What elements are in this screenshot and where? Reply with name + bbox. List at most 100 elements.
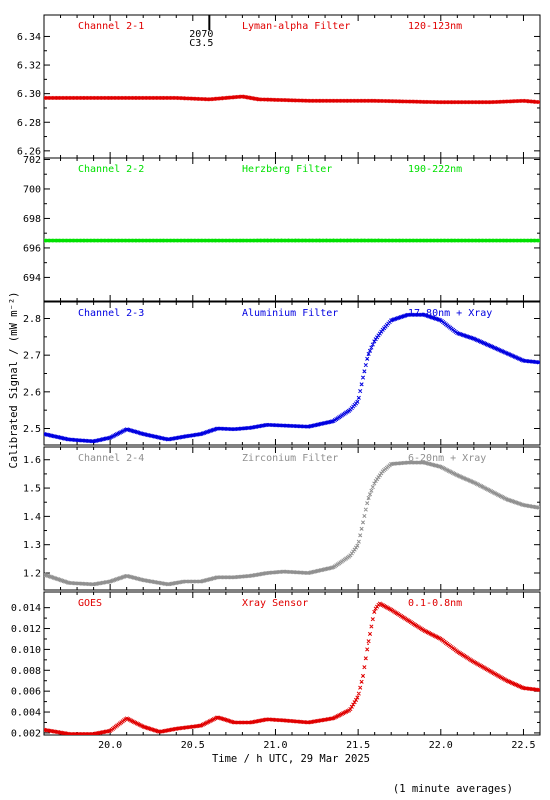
event-marker-label-2: C3.5 xyxy=(189,38,213,49)
data-point xyxy=(349,555,351,557)
data-point xyxy=(109,436,111,439)
series-markers xyxy=(44,460,540,587)
data-point xyxy=(522,504,525,506)
data-point xyxy=(362,521,364,523)
data-point xyxy=(125,717,128,720)
data-point xyxy=(473,661,475,663)
data-point xyxy=(192,725,194,728)
data-point xyxy=(307,425,310,428)
y-tick-label: 2.5 xyxy=(23,424,41,435)
x-tick-label: 21.5 xyxy=(346,740,370,751)
data-point xyxy=(539,239,540,242)
x-axis-label: Time / h UTC, 29 Mar 2025 xyxy=(212,753,370,765)
panel-frame xyxy=(43,157,541,302)
data-point xyxy=(44,433,45,435)
data-point xyxy=(200,724,202,727)
data-point xyxy=(192,239,194,242)
data-point xyxy=(125,575,128,577)
data-point xyxy=(357,695,359,698)
data-point xyxy=(539,101,540,104)
x-tick-label: 21.0 xyxy=(263,740,287,751)
panel-channel-label: Channel 2-3 xyxy=(78,308,144,319)
data-point xyxy=(357,400,359,402)
data-point xyxy=(489,101,492,104)
data-point xyxy=(373,100,376,102)
data-point xyxy=(109,239,111,242)
data-point xyxy=(539,361,540,364)
panel-frame xyxy=(43,14,541,159)
data-point xyxy=(506,498,508,501)
data-point xyxy=(249,575,252,577)
data-point xyxy=(373,339,376,342)
data-point xyxy=(378,602,381,605)
data-point xyxy=(367,643,369,645)
data-point xyxy=(109,730,111,732)
data-point xyxy=(233,428,235,431)
panel-frame xyxy=(43,301,541,446)
data-point xyxy=(390,463,393,465)
data-point xyxy=(473,337,475,340)
y-tick-label: 0.006 xyxy=(11,687,41,698)
panel-channel-label: GOES xyxy=(78,598,102,609)
data-point xyxy=(456,474,459,477)
series-markers xyxy=(44,94,540,105)
panel-band-label: 190-222nm xyxy=(408,164,462,175)
series-markers xyxy=(44,312,540,444)
data-point xyxy=(332,717,335,720)
data-point xyxy=(68,733,70,735)
data-point xyxy=(440,239,442,242)
data-point xyxy=(233,576,235,579)
data-point xyxy=(175,97,178,99)
panel-filter-label: Herzberg Filter xyxy=(242,164,332,175)
data-point xyxy=(44,728,45,731)
data-point xyxy=(406,314,409,316)
data-point xyxy=(68,582,70,584)
data-point xyxy=(44,97,45,99)
data-point xyxy=(440,466,442,468)
data-point xyxy=(506,679,508,682)
data-point xyxy=(423,629,426,632)
y-tick-label: 700 xyxy=(23,184,41,195)
data-point xyxy=(406,619,409,621)
panel-5: 0.002 0.004 0.006 0.008 0.010 0.012 0.014 GOES X… xyxy=(11,591,541,751)
x-tick-label: 22.0 xyxy=(429,740,453,751)
data-point xyxy=(241,95,244,98)
footer-note: (1 minute averages) xyxy=(393,783,513,795)
panels-group: 6.26 6.28 6.30 6.32 6.34 Channel 2-1 Lyman-alp… xyxy=(11,14,541,751)
data-point xyxy=(68,438,70,441)
data-point xyxy=(183,580,186,583)
y-tick-label: 0.008 xyxy=(11,666,41,677)
panel-band-label: 6-20nm + Xray xyxy=(408,453,486,464)
data-point xyxy=(307,721,310,724)
data-point xyxy=(282,719,285,722)
series-marker-path xyxy=(44,312,540,444)
data-point xyxy=(522,239,525,242)
data-point xyxy=(522,687,525,689)
data-point xyxy=(307,100,310,102)
panel-filter-label: Lyman-alpha Filter xyxy=(242,21,350,32)
y-tick-label: 6.26 xyxy=(17,146,41,157)
data-point xyxy=(249,721,252,724)
panel-filter-label: Aluminium Filter xyxy=(242,308,338,319)
y-tick-label: 6.30 xyxy=(17,89,41,100)
y-tick-label: 0.012 xyxy=(11,624,41,635)
data-point xyxy=(506,352,508,355)
y-tick-label: 702 xyxy=(23,155,41,166)
data-point xyxy=(266,572,269,574)
data-point xyxy=(92,583,95,586)
y-tick-label: 6.28 xyxy=(17,118,41,129)
data-point xyxy=(158,731,161,733)
panel-channel-label: Channel 2-2 xyxy=(78,164,144,175)
data-point xyxy=(266,718,269,721)
y-tick-label: 2.8 xyxy=(23,314,41,325)
y-tick-label: 0.014 xyxy=(11,603,41,614)
data-point xyxy=(423,461,426,464)
data-point xyxy=(489,345,492,347)
data-point xyxy=(216,576,219,579)
data-point xyxy=(44,573,45,576)
data-point xyxy=(367,354,369,356)
y-tick-label: 1.2 xyxy=(23,569,41,580)
data-point xyxy=(382,328,384,331)
panel-2: 694 696 698 700 702 Channel 2-2 Herzberg Filte… xyxy=(23,155,541,302)
panel-frame xyxy=(43,591,541,736)
